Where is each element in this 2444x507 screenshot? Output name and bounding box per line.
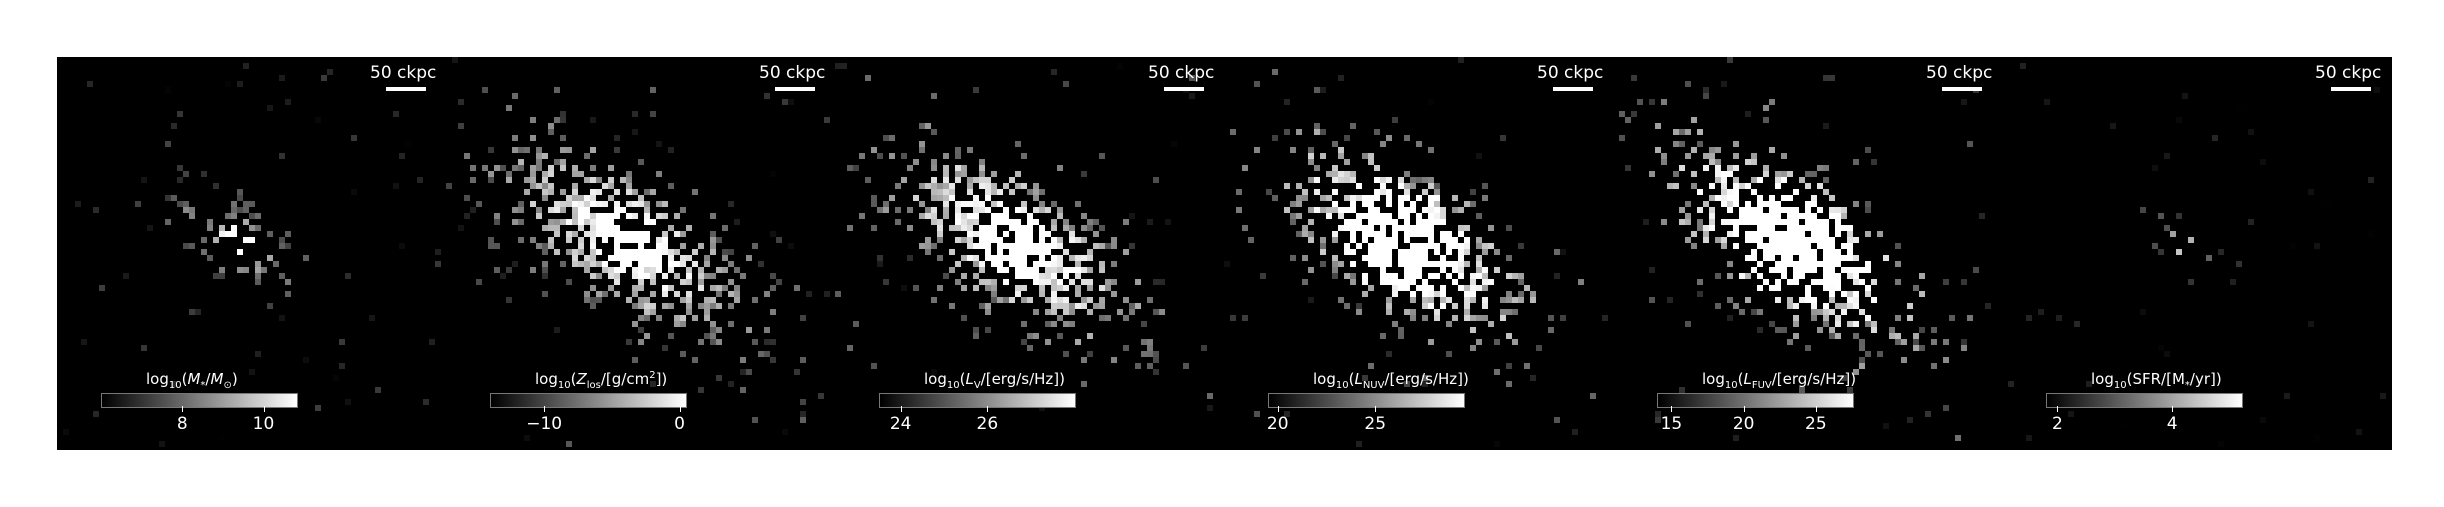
scale-bar — [1553, 87, 1593, 91]
scale-bar — [2331, 87, 2371, 91]
scale-bar-label: 50 ckpc — [1537, 63, 1603, 83]
colorbar — [879, 393, 1076, 408]
scale-bar-label: 50 ckpc — [759, 63, 825, 83]
colorbar-tick — [182, 406, 183, 412]
galaxy-map-luminosity-v — [835, 57, 1224, 450]
colorbar-tick-label: 10 — [253, 414, 275, 434]
scale-bar-label: 50 ckpc — [1926, 63, 1992, 83]
colorbar-tick-label: 20 — [1733, 414, 1755, 434]
colorbar-tick-label: 20 — [1267, 414, 1289, 434]
panel-stellar-mass: 50 ckpc log10(M*/M⊙) 8 10 — [57, 57, 446, 450]
colorbar-tick — [264, 406, 265, 412]
panel-luminosity-nuv: 50 ckpc log10(LNUV/[erg/s/Hz]) 20 25 — [1224, 57, 1613, 450]
scale-bar — [775, 87, 815, 91]
colorbar-tick — [1375, 406, 1376, 412]
colorbar-tick — [1278, 406, 1279, 412]
colorbar-tick-label: −10 — [526, 414, 562, 434]
colorbar-label: log10(SFR/[M*/yr]) — [2091, 370, 2222, 391]
colorbar-tick-label: 4 — [2167, 414, 2178, 434]
panel-sfr: 50 ckpc log10(SFR/[M*/yr]) 2 4 — [2002, 57, 2391, 450]
colorbar-label: log10(LV/[erg/s/Hz]) — [924, 370, 1065, 391]
panel-metals: 50 ckpc log10(Zlos/[g/cm2]) −10 0 — [446, 57, 835, 450]
colorbar — [2046, 393, 2243, 408]
galaxy-map-sfr — [2002, 57, 2391, 450]
scale-bar — [1164, 87, 1204, 91]
colorbar-tick-label: 25 — [1805, 414, 1827, 434]
scale-bar — [386, 87, 426, 91]
panel-luminosity-fuv: 50 ckpc log10(LFUV/[erg/s/Hz]) 15 20 25 — [1613, 57, 2002, 450]
colorbar-tick — [1744, 406, 1745, 412]
colorbar-tick — [901, 406, 902, 412]
colorbar-label: log10(LNUV/[erg/s/Hz]) — [1313, 370, 1469, 391]
colorbar-tick-label: 0 — [674, 414, 685, 434]
colorbar — [1657, 393, 1854, 408]
galaxy-map-metals — [446, 57, 835, 450]
colorbar-label: log10(Zlos/[g/cm2]) — [535, 370, 667, 391]
galaxy-map-stellar-mass — [57, 57, 446, 450]
scale-bar — [1942, 87, 1982, 91]
scale-bar-label: 50 ckpc — [370, 63, 436, 83]
colorbar-tick-label: 26 — [977, 414, 999, 434]
colorbar-tick — [1671, 406, 1672, 412]
colorbar-tick-label: 25 — [1364, 414, 1386, 434]
colorbar — [490, 393, 687, 408]
image-strip: 50 ckpc log10(M*/M⊙) 8 10 50 ckpc log10(Zlos/… — [57, 57, 2392, 450]
scale-bar-label: 50 ckpc — [2315, 63, 2381, 83]
galaxy-map-luminosity-fuv — [1613, 57, 2002, 450]
colorbar-tick-label: 8 — [177, 414, 188, 434]
colorbar-label: log10(LFUV/[erg/s/Hz]) — [1702, 370, 1856, 391]
colorbar-tick — [987, 406, 988, 412]
colorbar-label: log10(M*/M⊙) — [146, 370, 238, 391]
colorbar-tick-label: 24 — [890, 414, 912, 434]
colorbar-tick — [544, 406, 545, 412]
colorbar-tick — [2172, 406, 2173, 412]
colorbar-tick — [680, 406, 681, 412]
colorbar-tick-label: 2 — [2052, 414, 2063, 434]
colorbar-tick — [1816, 406, 1817, 412]
colorbar — [101, 393, 298, 408]
scale-bar-label: 50 ckpc — [1148, 63, 1214, 83]
galaxy-map-luminosity-nuv — [1224, 57, 1613, 450]
colorbar-tick-label: 15 — [1661, 414, 1683, 434]
panel-luminosity-v: 50 ckpc log10(LV/[erg/s/Hz]) 24 26 — [835, 57, 1224, 450]
colorbar-tick — [2057, 406, 2058, 412]
colorbar — [1268, 393, 1465, 408]
